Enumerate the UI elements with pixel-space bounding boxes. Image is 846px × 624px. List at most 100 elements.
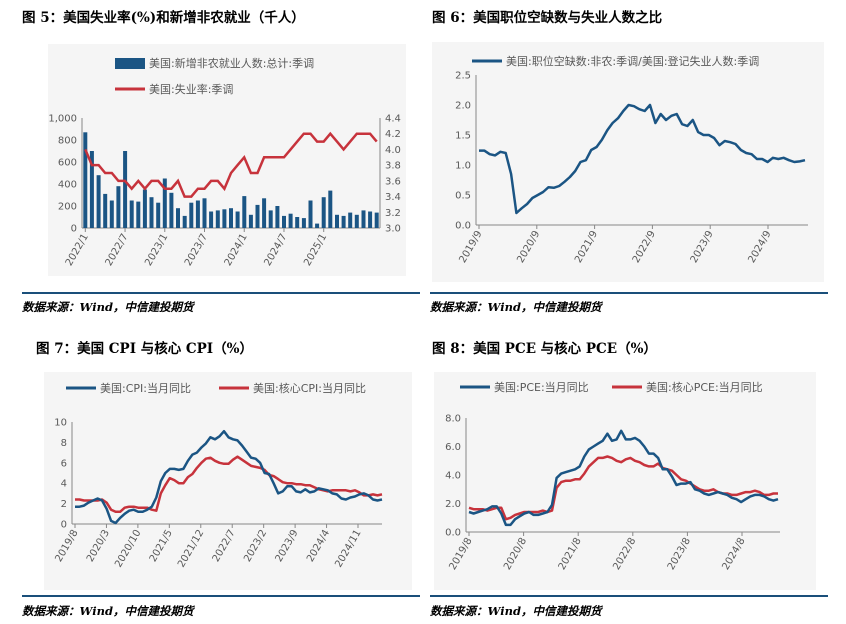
figure-5-source: 数据来源：Wind，中信建投期货 [22, 300, 194, 314]
figure-8-y-tick-1: 2.0 [445, 499, 461, 510]
figure-5-bar-6 [123, 151, 128, 228]
figure-5-bar-3 [103, 193, 108, 228]
figure-5-bar-14 [176, 208, 180, 228]
figure-7-legend-1-label: 美国:核心CPI:当月同比 [253, 381, 366, 395]
figure-5-plot-background [48, 44, 406, 276]
figure-5-bar-4 [109, 200, 114, 228]
figure-7-title: 图 7：美国 CPI 与核心 CPI（%） [36, 341, 253, 357]
figure-5-left-tick-4: 800 [58, 136, 77, 147]
figure-5-right-tick-5: 4.0 [385, 145, 401, 156]
figure-5-bar-15 [182, 215, 187, 228]
figure-7-y-tick-5: 10 [54, 418, 67, 429]
figure-6-divider [430, 292, 828, 294]
figure-5-bar-19 [209, 211, 214, 228]
figure-6-y-tick-1: 0.5 [455, 191, 471, 202]
figure-5-bar-0 [83, 132, 88, 228]
figure-6-y-tick-4: 2.0 [455, 101, 471, 112]
figure-6-y-tick-2: 1.0 [455, 161, 471, 172]
figure-5-legend-bar-swatch [115, 58, 145, 69]
figure-5-bar-1 [89, 151, 94, 228]
figure-5-bar-5 [116, 186, 121, 228]
figure-8-legend-0-label: 美国:PCE:当月同比 [494, 380, 589, 394]
figure-5-right-tick-4: 3.8 [385, 161, 401, 172]
figure-5-bar-42 [361, 210, 366, 228]
figure-5-right-tick-3: 3.6 [385, 176, 401, 187]
figure-6-plot-background [432, 42, 824, 282]
figure-5-left-tick-0: 0 [71, 224, 77, 235]
figure-6-y-tick-0: 0.0 [455, 221, 471, 232]
figure-7-y-tick-3: 6 [61, 458, 67, 469]
figure-5-legend-line-label: 美国:失业率:季调 [149, 82, 233, 96]
figure-5-bar-11 [156, 202, 161, 228]
figure-5-bar-20 [215, 210, 220, 228]
figure-8-y-tick-2: 4.0 [445, 471, 461, 482]
figure-7-y-tick-2: 4 [61, 479, 67, 490]
figure-5-bar-13 [169, 192, 174, 228]
figure-5-bar-16 [189, 202, 194, 228]
figure-5-left-tick-5: 1,000 [48, 114, 77, 125]
figure-7-series-0 [75, 429, 383, 525]
figure-5-bar-33 [301, 218, 306, 228]
figure-7-y-tick-1: 2 [61, 499, 67, 510]
figure-5-bar-8 [136, 201, 141, 228]
figure-8-divider [430, 595, 828, 597]
figure-5-right-tick-1: 3.2 [385, 208, 401, 219]
figure-6-series-0 [479, 103, 806, 215]
figure-5-bar-18 [202, 198, 207, 228]
figure-5-right-tick-2: 3.4 [385, 192, 401, 203]
figure-6-y-tick-3: 1.5 [455, 131, 471, 142]
figure-5-bar-37 [328, 190, 333, 228]
figure-7-divider [22, 595, 420, 597]
figure-7-series-1 [75, 455, 383, 514]
figure-5-right-tick-0: 3.0 [385, 224, 401, 235]
figure-8-plot-background [434, 372, 816, 590]
figure-5-bar-30 [282, 215, 286, 228]
figure-5-divider [22, 292, 420, 294]
figure-8-series-0 [468, 429, 779, 527]
figure-5-bar-24 [242, 196, 247, 228]
figure-6-legend-0-label: 美国:职位空缺数:非农:季调/美国:登记失业人数:季调 [506, 54, 759, 68]
figure-5-title: 图 5：美国失业率(%)和新增非农就业（千人） [22, 10, 305, 26]
figure-8-title: 图 8：美国 PCE 与核心 PCE（%） [432, 341, 657, 357]
figure-5-left-tick-1: 200 [58, 202, 77, 213]
figure-5-bar-35 [315, 223, 320, 228]
figure-5-unemployment-line [84, 131, 378, 198]
figure-5-bar-44 [374, 212, 379, 228]
figure-5-bar-26 [255, 204, 260, 228]
figure-5-bar-43 [368, 211, 373, 228]
figure-8-y-tick-0: 0.0 [445, 528, 461, 539]
figure-8-y-tick-4: 8.0 [445, 414, 461, 425]
figure-5-bar-2 [96, 175, 101, 228]
figure-6-y-tick-5: 2.5 [455, 71, 471, 82]
figure-5-bar-40 [348, 212, 353, 228]
figure-6-title: 图 6：美国职位空缺数与失业人数之比 [432, 10, 663, 26]
figure-5-bar-28 [268, 210, 273, 228]
figure-5-bar-34 [308, 200, 313, 228]
figure-5-bar-12 [162, 178, 167, 228]
figure-5-bar-7 [129, 200, 134, 228]
figure-5-bar-29 [275, 206, 280, 228]
figure-8-source: 数据来源：Wind，中信建投期货 [430, 604, 602, 618]
figure-5-right-tick-6: 4.2 [385, 129, 401, 140]
figure-5-bar-10 [149, 197, 154, 228]
figure-7-source: 数据来源：Wind，中信建投期货 [22, 604, 194, 618]
figure-5-left-tick-3: 600 [58, 158, 77, 169]
figure-5-bar-17 [195, 200, 200, 228]
figure-5-bar-36 [321, 197, 326, 228]
figure-5-bar-31 [288, 213, 293, 228]
figure-5-left-tick-2: 400 [58, 180, 77, 191]
figure-5-right-tick-7: 4.4 [385, 114, 401, 125]
figure-5-bar-41 [354, 214, 359, 228]
figure-5-bar-39 [341, 215, 346, 228]
figure-5-bar-22 [229, 208, 233, 228]
figure-8-legend-1-label: 美国:核心PCE:当月同比 [646, 380, 763, 394]
figure-5-bar-9 [142, 189, 147, 228]
figure-8-y-tick-3: 6.0 [445, 442, 461, 453]
figure-5-bar-21 [222, 209, 227, 228]
figure-7-y-tick-0: 0 [61, 520, 67, 531]
figure-7-plot-background [44, 372, 412, 590]
